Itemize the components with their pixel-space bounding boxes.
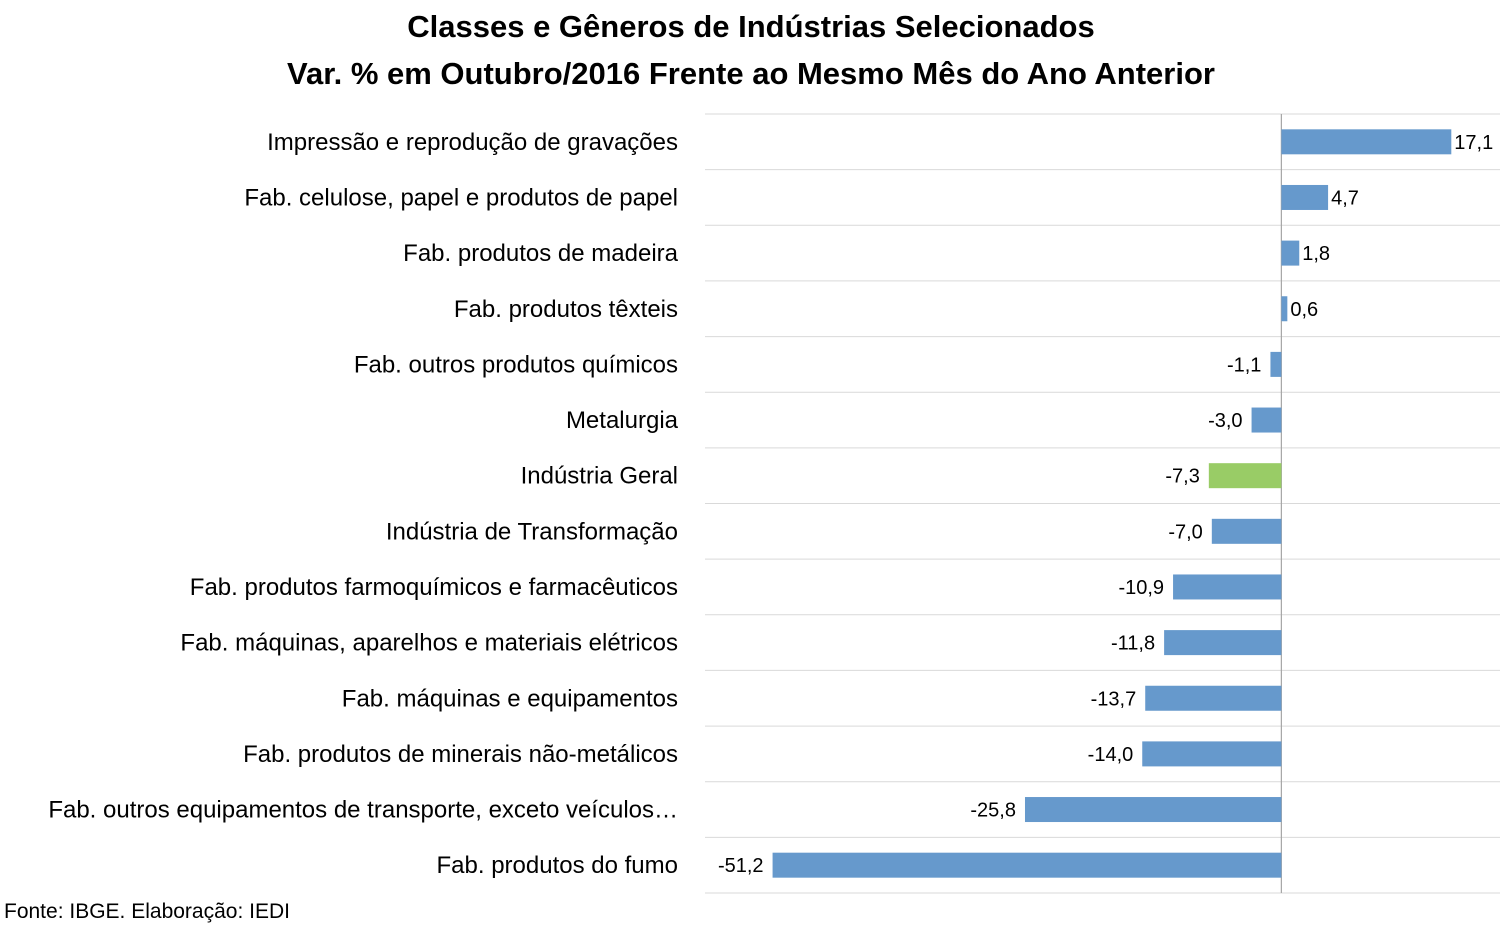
bar bbox=[1281, 129, 1452, 155]
category-label: Metalurgia bbox=[566, 407, 679, 434]
bar bbox=[1270, 351, 1282, 377]
category-label: Indústria de Transformação bbox=[386, 518, 678, 545]
category-label: Indústria Geral bbox=[521, 463, 678, 490]
chart-subtitle: Var. % em Outubro/2016 Frente ao Mesmo M… bbox=[287, 56, 1215, 91]
bar bbox=[1281, 296, 1288, 322]
category-label: Fab. produtos de madeira bbox=[403, 240, 678, 267]
bar bbox=[1173, 574, 1282, 600]
category-label: Fab. outros produtos químicos bbox=[354, 351, 678, 378]
data-label: -7,0 bbox=[1168, 521, 1202, 543]
chart-title-line: Classes e Gêneros de Indústrias Selecion… bbox=[407, 9, 1095, 44]
category-label: Fab. produtos têxteis bbox=[454, 296, 678, 323]
bar bbox=[1251, 407, 1282, 433]
source-note: Fonte: IBGE. Elaboração: IEDI bbox=[4, 900, 290, 923]
data-label: -13,7 bbox=[1091, 688, 1137, 710]
data-label: -14,0 bbox=[1088, 744, 1134, 766]
data-label: 17,1 bbox=[1454, 132, 1493, 154]
category-label: Fab. outros equipamentos de transporte, … bbox=[48, 797, 678, 824]
category-label: Fab. máquinas, aparelhos e materiais elé… bbox=[180, 630, 678, 657]
data-label: -25,8 bbox=[970, 800, 1016, 822]
bar bbox=[1208, 463, 1282, 489]
bar bbox=[1024, 797, 1282, 823]
bar bbox=[1281, 184, 1329, 210]
category-label: Impressão e reprodução de gravações bbox=[267, 129, 678, 156]
bar bbox=[1211, 518, 1282, 544]
data-label: -10,9 bbox=[1118, 577, 1164, 599]
bar bbox=[1145, 685, 1282, 711]
data-label: 4,7 bbox=[1331, 187, 1359, 209]
bar bbox=[1281, 240, 1300, 266]
bar bbox=[1142, 741, 1282, 767]
data-label: -3,0 bbox=[1208, 410, 1242, 432]
category-label: Fab. celulose, papel e produtos de papel bbox=[244, 184, 678, 211]
data-label: -1,1 bbox=[1227, 354, 1261, 376]
data-label: 1,8 bbox=[1302, 243, 1330, 265]
data-label: 0,6 bbox=[1290, 299, 1318, 321]
data-label: -51,2 bbox=[718, 855, 764, 877]
bar bbox=[772, 852, 1282, 878]
data-label: -11,8 bbox=[1111, 633, 1155, 655]
category-label: Fab. máquinas e equipamentos bbox=[342, 685, 678, 712]
bar bbox=[1164, 630, 1282, 656]
category-label: Fab. produtos do fumo bbox=[437, 852, 678, 879]
data-label: -7,3 bbox=[1165, 466, 1199, 488]
category-label: Fab. produtos farmoquímicos e farmacêuti… bbox=[190, 574, 678, 601]
category-label: Fab. produtos de minerais não-metálicos bbox=[243, 741, 678, 768]
